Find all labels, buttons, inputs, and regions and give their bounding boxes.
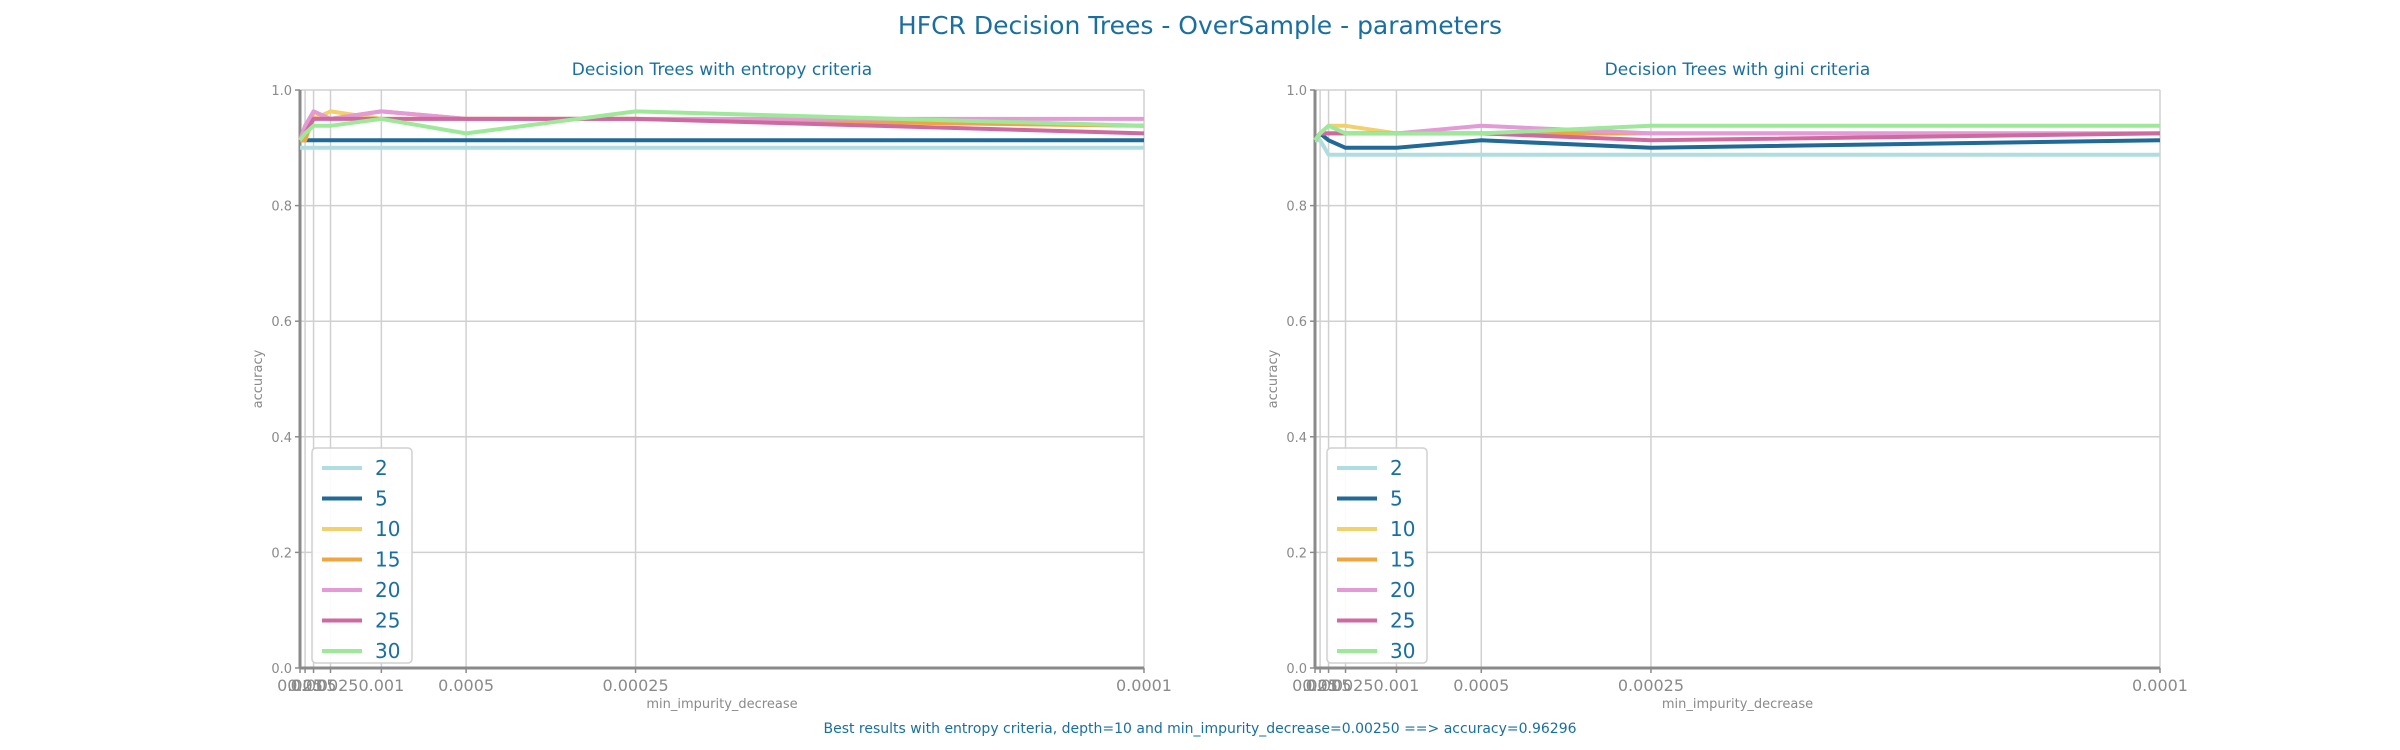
x-tick-label: 0.005: [291, 676, 337, 695]
x-tick-label: 0.025: [277, 676, 323, 695]
figure-title: HFCR Decision Trees - OverSample - param…: [898, 11, 1502, 40]
best-result-footnote: Best results with entropy criteria, dept…: [823, 721, 1576, 737]
series-line-30: [298, 109, 1145, 142]
legend-label: 30: [375, 639, 400, 663]
x-tick-label: 0.0005: [438, 676, 494, 695]
y-tick-label: 0.0: [1286, 662, 1307, 677]
x-tick-label: 0.001: [358, 676, 404, 695]
x-tick-label: 0.00025: [602, 676, 668, 695]
legend-label: 2: [375, 456, 388, 480]
x-tick-label: 0.005: [1306, 676, 1352, 695]
y-tick-label: 0.8: [271, 200, 292, 215]
y-tick-label: 0.2: [271, 546, 292, 561]
legend-box: [1326, 447, 1428, 664]
x-tick-label: 0.0005: [1453, 676, 1509, 695]
x-tick-label: 0.01: [1302, 676, 1338, 695]
legend-label: 25: [1390, 609, 1415, 633]
legend-label: 10: [1390, 517, 1415, 541]
y-tick-label: 0.8: [1286, 200, 1307, 215]
y-tick-label: 1.0: [1286, 84, 1307, 99]
legend-box: [311, 447, 413, 664]
legend-label: 30: [1390, 639, 1415, 663]
series-line-2: [1315, 138, 2160, 157]
y-tick-label: 1.0: [271, 84, 292, 99]
x-tick-label: 0.00025: [1618, 676, 1684, 695]
x-axis-label: min_impurity_decrease: [1662, 697, 1813, 712]
x-tick-label: 0.0001: [1116, 676, 1172, 695]
legend-label: 25: [375, 609, 400, 633]
x-axis-label: min_impurity_decrease: [646, 697, 797, 712]
legend-label: 5: [375, 487, 388, 511]
y-tick-label: 0.2: [1286, 546, 1307, 561]
chart-title: Decision Trees with gini criteria: [1605, 60, 1871, 80]
x-tick-label: 0.0025: [1318, 676, 1374, 695]
y-axis-label: accuracy: [1266, 349, 1281, 408]
series-line-30: [1313, 123, 2160, 142]
x-tick-label: 0.0025: [303, 676, 359, 695]
y-tick-label: 0.4: [271, 431, 292, 446]
legend-label: 15: [1390, 548, 1415, 572]
x-tick-label: 0.025: [1292, 676, 1338, 695]
y-tick-label: 0.4: [1286, 431, 1307, 446]
legend-label: 2: [1390, 456, 1403, 480]
x-tick-label: 0.0001: [2132, 676, 2188, 695]
legend-label: 10: [375, 517, 400, 541]
x-tick-label: 0.001: [1374, 676, 1420, 695]
legend-label: 20: [1390, 578, 1415, 602]
chart-title: Decision Trees with entropy criteria: [572, 60, 872, 80]
x-tick-label: 0.01: [287, 676, 323, 695]
y-tick-label: 0.6: [271, 315, 292, 330]
y-tick-label: 0.0: [271, 662, 292, 677]
legend-label: 20: [375, 578, 400, 602]
y-tick-label: 0.6: [1286, 315, 1307, 330]
legend-label: 15: [375, 548, 400, 572]
legend-label: 5: [1390, 487, 1403, 511]
y-axis-label: accuracy: [251, 349, 266, 408]
